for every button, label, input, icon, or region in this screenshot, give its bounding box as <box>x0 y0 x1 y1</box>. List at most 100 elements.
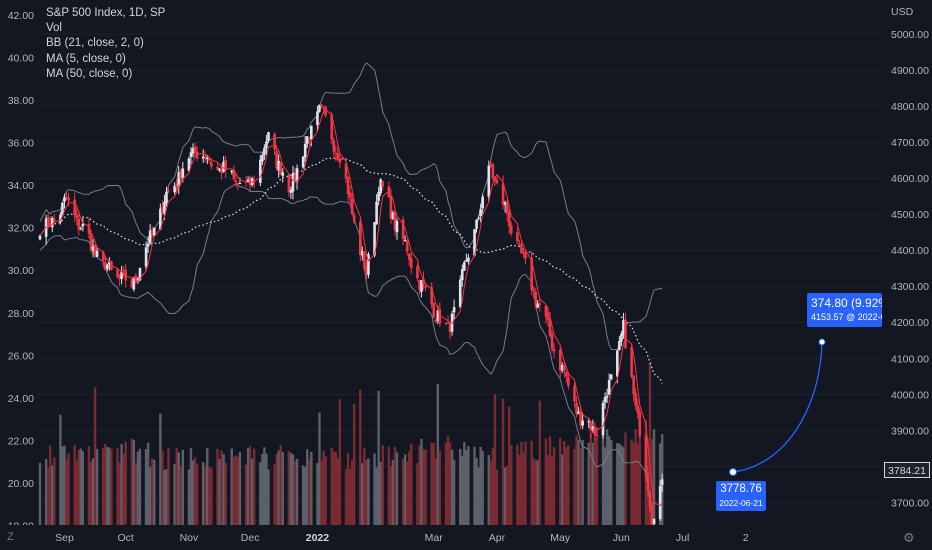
candle-body <box>438 309 442 324</box>
candle-body <box>106 264 109 269</box>
legend-volume[interactable]: Vol <box>46 22 62 35</box>
volume-bar <box>232 456 235 525</box>
candle-body <box>161 207 164 214</box>
volume-bar <box>459 448 462 525</box>
volume-bar <box>65 459 68 525</box>
time-axis[interactable]: Sep Oct Nov Dec 2022 Mar Apr May Jun Jul 2 <box>0 525 932 550</box>
volume-bar <box>363 447 366 525</box>
volume-bar <box>253 448 256 525</box>
chart-legend: S&P 500 Index, 1D, SP Vol BB (21, close,… <box>46 6 165 82</box>
candle-body <box>375 201 378 225</box>
time-axis-tick: Dec <box>241 532 260 544</box>
volume-bar <box>538 400 541 525</box>
volume-bar <box>508 406 511 525</box>
volume-bar <box>136 451 140 525</box>
volume-bar <box>130 438 133 525</box>
volume-bar <box>630 439 633 525</box>
candle-body <box>167 190 170 192</box>
candle-body <box>77 218 81 230</box>
price-axis[interactable]: USD 5000.00 4900.00 4800.00 4700.00 4600.00 45… <box>884 0 932 550</box>
volume-bar <box>230 448 233 525</box>
left-axis-tick: 24.00 <box>8 393 34 405</box>
candle-body <box>658 486 662 520</box>
candle-body <box>422 278 425 284</box>
volume-bar <box>610 440 613 525</box>
volume-bar <box>210 467 213 525</box>
candle-body <box>620 333 623 342</box>
candle-body <box>630 346 633 377</box>
measure-change-label[interactable]: 374.80 (9.92%) 4153.57 @ 2022-0 <box>807 293 882 327</box>
left-axis-tick: 30.00 <box>8 265 34 277</box>
candle-body <box>567 376 570 386</box>
candle-body <box>261 155 264 162</box>
volume-bar <box>59 414 62 525</box>
candle-body <box>646 473 650 491</box>
volume-bar <box>467 446 470 525</box>
volume-bar <box>534 460 537 525</box>
candle-body <box>475 219 478 229</box>
volume-bar <box>163 469 166 525</box>
candle-body <box>287 174 291 192</box>
candle-body <box>538 303 542 306</box>
tradingview-z-icon[interactable]: Z <box>7 531 14 543</box>
currency-label: USD <box>891 6 914 18</box>
candle-body <box>46 217 50 226</box>
candle-body <box>632 375 635 395</box>
legend-ma5[interactable]: MA (5, close, 0) <box>46 52 126 65</box>
price-axis-tick: 4500.00 <box>891 209 929 221</box>
candle-body <box>579 411 582 426</box>
measure-tool[interactable] <box>729 338 826 476</box>
candle-body <box>152 227 156 236</box>
volume-bar <box>632 442 635 525</box>
candle-body <box>346 176 350 195</box>
measure-start-label[interactable]: 3778.76 2022-06-21 <box>716 481 766 511</box>
volume-bar <box>95 448 99 525</box>
volume-bar <box>367 458 370 525</box>
volume-bar <box>344 469 348 525</box>
volume-bar <box>250 458 254 525</box>
candle-body <box>634 393 637 406</box>
time-axis-tick: Jun <box>613 532 630 544</box>
settings-gear-icon[interactable]: ⚙ <box>903 530 915 545</box>
candle-body <box>220 168 223 174</box>
time-axis-tick: Apr <box>489 532 506 544</box>
volume-bar <box>420 438 423 525</box>
volume-bar <box>236 457 240 525</box>
volume-bar <box>81 451 85 525</box>
volume-bar <box>422 449 425 525</box>
candle-body <box>509 224 513 234</box>
legend-ma50[interactable]: MA (50, close, 0) <box>46 67 133 80</box>
candle-body <box>560 365 564 371</box>
candle-body <box>124 269 127 281</box>
volume-bar <box>248 446 252 525</box>
candle-body <box>458 279 462 308</box>
volume-bar <box>550 455 554 525</box>
candle-body <box>416 266 419 279</box>
ma5-path <box>39 108 663 506</box>
volume-bar <box>204 466 207 525</box>
candle-body <box>577 411 580 415</box>
price-axis-tick: 4100.00 <box>891 353 929 365</box>
legend-bollinger[interactable]: BB (21, close, 2, 0) <box>46 37 144 50</box>
candle-body <box>61 202 64 216</box>
volume-bar <box>375 467 378 525</box>
candle-body <box>277 160 280 171</box>
volume-bar <box>567 445 570 525</box>
candle-body <box>95 250 99 257</box>
legend-symbol[interactable]: S&P 500 Index, 1D, SP <box>46 7 166 19</box>
volume-bar <box>218 459 221 525</box>
candle-body <box>338 158 342 163</box>
candle-body <box>373 222 376 256</box>
candle-body <box>205 157 209 160</box>
candle-body <box>460 269 464 281</box>
volume-bar <box>448 442 452 525</box>
candle-body <box>636 405 640 413</box>
candle-body <box>322 107 325 109</box>
candle-body <box>165 191 168 204</box>
candlesticks[interactable] <box>38 103 664 527</box>
last-price-label: 3784.21 <box>884 462 930 478</box>
candle-body <box>418 280 421 290</box>
volume-bar <box>379 461 382 525</box>
candle-body <box>122 270 125 272</box>
